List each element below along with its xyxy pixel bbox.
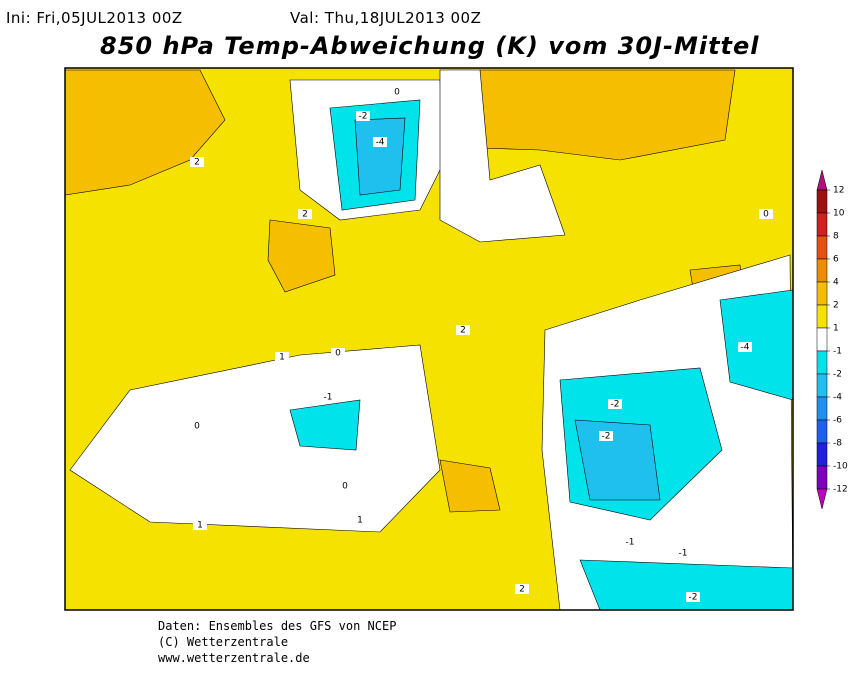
colorbar-tip	[816, 169, 828, 191]
contour-label: -2	[602, 432, 611, 442]
colorbar-label: -12	[833, 485, 848, 495]
colorbar-segment	[816, 281, 828, 306]
map-frame	[64, 67, 794, 611]
colorbar-label: -1	[833, 347, 842, 357]
colorbar-label: 6	[833, 255, 839, 265]
colorbar-segment	[816, 235, 828, 260]
colorbar-segment	[816, 189, 828, 214]
contour-label: 1	[279, 353, 285, 363]
contour-label: -4	[376, 138, 385, 148]
contour-label-bg	[190, 421, 204, 431]
colorbar-label: 12	[833, 186, 844, 196]
footer-line: www.wetterzentrale.de	[158, 651, 310, 665]
colorbar-label: -6	[833, 416, 842, 426]
contour-label-bg	[190, 157, 204, 167]
colorbar-segment	[816, 304, 828, 329]
map	[64, 67, 794, 611]
anomaly-fields	[64, 69, 794, 611]
colorbar: 12 10 8 6 4 2 1 -1 -2 -4 -6 -8 -10 -12	[816, 169, 848, 510]
colorbar-label: 2	[833, 301, 839, 311]
footer-line: (C) Wetterzentrale	[158, 635, 288, 649]
colorbar-segment	[816, 327, 828, 352]
contour-label-bg	[338, 481, 352, 491]
map-title: 850 hPa Temp-Abweichung (K) vom 30J-Mitt…	[100, 32, 760, 60]
colorbar-segment	[816, 258, 828, 283]
contour-label: 0	[335, 349, 341, 359]
colorbar-label: -10	[833, 462, 848, 472]
colorbar-label: -4	[833, 393, 842, 403]
contour-label: 0	[394, 88, 400, 98]
contour-label: -4	[741, 343, 750, 353]
colorbar-label: 4	[833, 278, 839, 288]
colorbar-label: -8	[833, 439, 842, 449]
colorbar-label: -2	[833, 370, 842, 380]
contour-label: -1	[324, 393, 333, 403]
contour-label-bg	[275, 352, 289, 362]
contour-label-bg	[599, 431, 613, 441]
contour-label: -1	[626, 538, 635, 548]
colorbar-tip	[816, 488, 828, 510]
colorbar-label: 10	[833, 209, 845, 219]
contour-label-bg	[353, 515, 367, 525]
colorbar-segment	[816, 396, 828, 421]
colorbar-segment	[816, 350, 828, 375]
footer-line: Daten: Ensembles des GFS von NCEP	[158, 619, 396, 633]
valid-time: Val: Thu,18JUL2013 00Z	[290, 9, 481, 27]
contour-label: 0	[342, 482, 348, 492]
contour-label-bg	[686, 592, 700, 602]
colorbar-segment	[816, 442, 828, 467]
contour-label: 2	[302, 210, 308, 220]
contour-label: 0	[763, 210, 769, 220]
contour-label-bg	[759, 209, 773, 219]
contour-label-bg	[373, 137, 387, 147]
colorbar-segment	[816, 373, 828, 398]
contour-label-bg	[676, 548, 690, 558]
colorbar-segment	[816, 465, 828, 490]
init-time: Ini: Fri,05JUL2013 00Z	[6, 9, 183, 27]
contour-label: -2	[611, 400, 620, 410]
colorbar-label: 1	[833, 324, 839, 334]
contour-label-bg	[390, 87, 404, 97]
contour-labels: 2 2 -2 -4 0 1 0 -1 0 0 1 1 2 2 -2 -2 -1 -2 -4 0 -1	[190, 87, 773, 603]
colorbar-label: 8	[833, 232, 839, 242]
contour-label: -2	[689, 593, 698, 603]
contour-label-bg	[608, 399, 622, 409]
contour-label-bg	[738, 342, 752, 352]
contour-label: 1	[197, 521, 203, 531]
contour-label-bg	[356, 111, 370, 121]
contour-label-bg	[298, 209, 312, 219]
contour-label: -2	[359, 112, 368, 122]
contour-label-bg	[331, 348, 345, 358]
contour-label: 0	[194, 422, 200, 432]
contour-label: 1	[357, 516, 363, 526]
colorbar-segment	[816, 419, 828, 444]
contour-label-bg	[623, 537, 637, 547]
contour-label-bg	[321, 392, 335, 402]
colorbar-segment	[816, 212, 828, 237]
contour-label-bg	[193, 520, 207, 530]
contour-label-bg	[515, 584, 529, 594]
contour-label-bg	[456, 325, 470, 335]
contour-label: 2	[460, 326, 466, 336]
contour-label: 2	[194, 158, 200, 168]
contour-label: -1	[679, 549, 688, 559]
contour-label: 2	[519, 585, 525, 595]
